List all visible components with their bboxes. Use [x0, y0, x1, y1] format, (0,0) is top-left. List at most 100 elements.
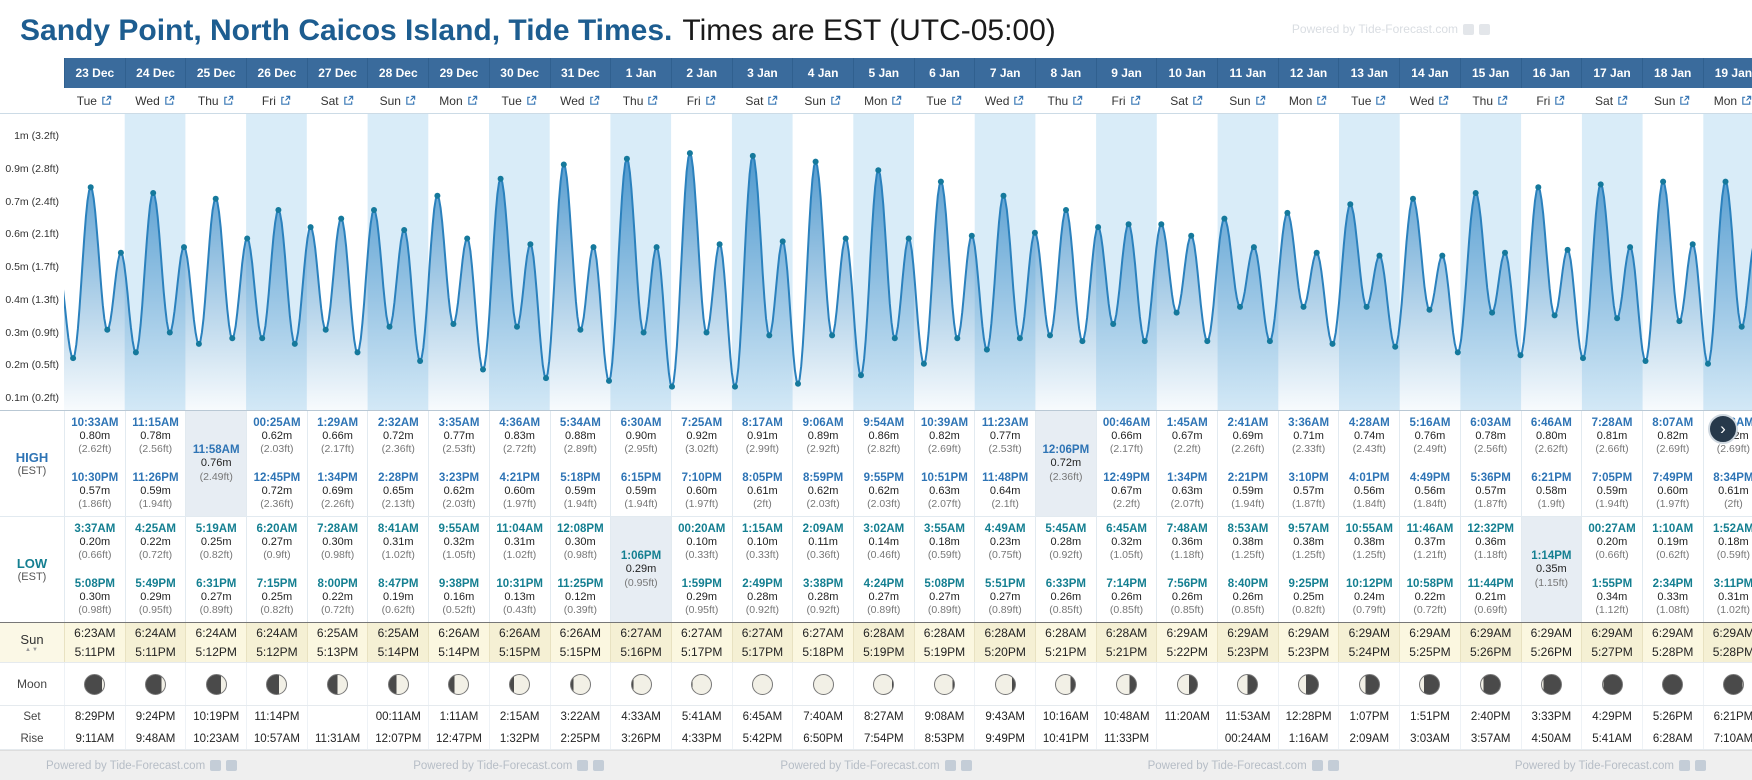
sun-cell: 6:25AM 5:14PM: [367, 623, 429, 662]
tide-height-ft: (0.36ft): [806, 549, 840, 562]
moon-cell: [64, 663, 125, 705]
external-link-icon[interactable]: [589, 95, 600, 106]
low-tide-cell: 7:48AM 0.36m (1.18ft) 7:56PM 0.26m (0.85ft): [1156, 517, 1217, 622]
external-link-icon[interactable]: [1679, 95, 1690, 106]
tide-time: 1:14PM: [1531, 550, 1572, 563]
tide-time: 7:56PM: [1167, 577, 1208, 590]
external-link-icon[interactable]: [891, 95, 902, 106]
moonrise-time-cell: 11:33PM: [1095, 728, 1157, 749]
tide-height-m: 0.14m: [868, 536, 900, 549]
low-tide-cell: 12:32PM 0.36m (1.18ft) 11:44PM 0.21m (0.69ft): [1459, 517, 1521, 622]
weekday-cell[interactable]: Sat: [1581, 88, 1642, 113]
tide-height-ft: (0.89ft): [927, 604, 962, 617]
weekday-cell[interactable]: Fri: [1521, 88, 1582, 113]
weekday-cell[interactable]: Sun: [792, 88, 853, 113]
weekday-cell[interactable]: Tue: [64, 88, 125, 113]
date-header-row: 23 Dec 24 Dec 25 Dec 26 Dec 27 Dec 28 Dec 29 D…: [0, 58, 1752, 88]
weekday-cell[interactable]: Sat: [1156, 88, 1217, 113]
weekday-cell[interactable]: Sat: [732, 88, 793, 113]
weekday-label: Thu: [197, 93, 219, 108]
external-link-icon[interactable]: [280, 95, 291, 106]
weekday-cell[interactable]: Wed: [974, 88, 1035, 113]
weekday-cell[interactable]: Thu: [185, 88, 246, 113]
moon-cell: [185, 663, 246, 705]
weekday-cell[interactable]: Mon: [1703, 88, 1752, 113]
external-link-icon[interactable]: [223, 95, 234, 106]
weekday-cell[interactable]: Fri: [1096, 88, 1157, 113]
weekday-cell[interactable]: Mon: [428, 88, 489, 113]
sunset-time: 5:16PM: [620, 645, 662, 660]
weekday-cell[interactable]: Tue: [489, 88, 550, 113]
weekday-cell[interactable]: Sun: [1642, 88, 1703, 113]
weekday-cell[interactable]: Tue: [1338, 88, 1399, 113]
watermark: Powered by Tide-Forecast.com: [1292, 22, 1490, 36]
high-tide-cell: 6:03AM 0.78m (2.56ft) 5:36PM 0.57m (1.87ft): [1459, 411, 1521, 516]
weekday-cell[interactable]: Wed: [125, 88, 186, 113]
external-link-icon[interactable]: [1741, 95, 1752, 106]
external-link-icon[interactable]: [526, 95, 537, 106]
external-link-icon[interactable]: [767, 95, 778, 106]
tide-height-ft: (3.02ft): [685, 443, 719, 456]
external-link-icon[interactable]: [647, 95, 658, 106]
footer-watermark: Powered by Tide-Forecast.com: [1148, 760, 1339, 772]
sun-cell: 6:26AM 5:15PM: [549, 623, 611, 662]
tide-height-ft: (0.39ft): [563, 604, 597, 617]
sunset-time: 5:17PM: [741, 645, 784, 660]
external-link-icon[interactable]: [1072, 95, 1083, 106]
weekday-cell[interactable]: Wed: [1399, 88, 1460, 113]
external-link-icon[interactable]: [1316, 95, 1327, 106]
high-tide-entry: 8:05PM 0.61m (2ft): [733, 471, 793, 511]
external-link-icon[interactable]: [1375, 95, 1386, 106]
low-tide-entry: 9:57AM 0.38m (1.25ft): [1279, 522, 1339, 562]
external-link-icon[interactable]: [1497, 95, 1508, 106]
external-link-icon[interactable]: [1554, 95, 1565, 106]
weekday-cell[interactable]: Sat: [307, 88, 368, 113]
weekday-cell[interactable]: Wed: [550, 88, 611, 113]
sun-cell: 6:29AM 5:28PM: [1641, 623, 1703, 662]
weekday-cell[interactable]: Mon: [853, 88, 914, 113]
sun-cell: 6:23AM 5:11PM: [64, 623, 125, 662]
weekday-cell[interactable]: Mon: [1278, 88, 1339, 113]
external-link-icon[interactable]: [405, 95, 416, 106]
tide-height-ft: (0.79ft): [1352, 604, 1386, 617]
footer-watermark-bar: Powered by Tide-Forecast.com Powered by T…: [0, 750, 1752, 780]
scroll-next-button[interactable]: ›: [1708, 414, 1738, 444]
external-link-icon[interactable]: [467, 95, 478, 106]
tide-height-m: 0.38m: [1293, 536, 1324, 549]
tide-height-m: 0.10m: [686, 536, 717, 549]
tide-time: 1:15AM: [741, 523, 783, 535]
weekday-cell[interactable]: Sun: [1217, 88, 1278, 113]
moonset-time-cell: 4:29PM: [1581, 706, 1642, 728]
external-link-icon[interactable]: [164, 95, 175, 106]
weekday-cell[interactable]: Fri: [246, 88, 307, 113]
external-link-icon[interactable]: [1438, 95, 1449, 106]
weekday-cell[interactable]: Fri: [671, 88, 732, 113]
external-link-icon[interactable]: [1130, 95, 1141, 106]
external-link-icon[interactable]: [343, 95, 354, 106]
tide-height-m: 0.30m: [79, 590, 111, 603]
external-link-icon[interactable]: [1255, 95, 1266, 106]
tide-time: 00:46AM: [1102, 417, 1151, 429]
external-link-icon[interactable]: [951, 95, 962, 106]
sunrise-time: 6:28AM: [863, 625, 905, 640]
external-link-icon[interactable]: [1617, 95, 1628, 106]
external-link-icon[interactable]: [1192, 95, 1203, 106]
weekday-cell[interactable]: Thu: [1035, 88, 1096, 113]
tide-height-ft: (2.03ft): [442, 498, 476, 511]
weekday-cell[interactable]: Thu: [1460, 88, 1521, 113]
external-link-icon[interactable]: [101, 95, 112, 106]
tide-height-ft: (2.49ft): [199, 470, 233, 483]
external-link-icon[interactable]: [830, 95, 841, 106]
external-link-icon[interactable]: [1013, 95, 1024, 106]
external-link-icon[interactable]: [705, 95, 716, 106]
tide-height-ft: (0.82ft): [199, 549, 233, 562]
tide-time: 6:33PM: [1045, 577, 1086, 590]
weekday-cell[interactable]: Tue: [914, 88, 975, 113]
weekday-label: Mon: [439, 93, 463, 108]
tide-time: 9:38PM: [438, 577, 480, 590]
tide-height-m: 0.24m: [1353, 590, 1385, 603]
weekday-cell[interactable]: Sun: [367, 88, 428, 113]
tide-height-m: 0.77m: [989, 430, 1021, 443]
tide-height-ft: (1.02ft): [1716, 604, 1751, 617]
weekday-cell[interactable]: Thu: [610, 88, 671, 113]
